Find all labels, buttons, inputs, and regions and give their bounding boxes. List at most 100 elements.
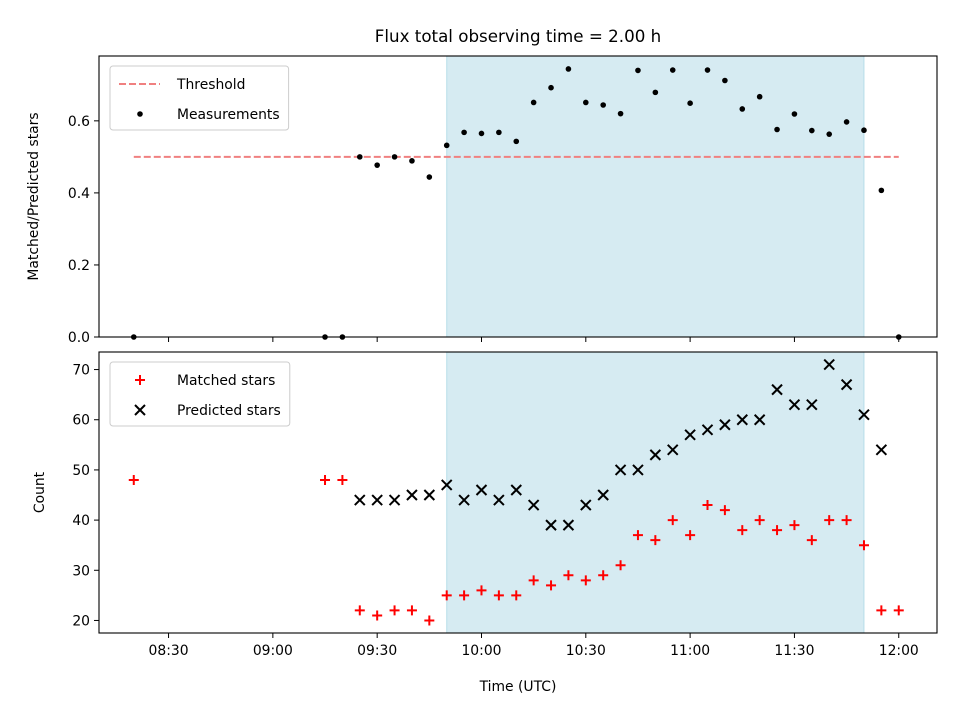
data-point [704, 67, 711, 73]
data-point [406, 605, 417, 616]
data-point [528, 575, 539, 586]
data-point [388, 494, 401, 506]
data-point [493, 590, 504, 601]
series-plus-counts [128, 474, 904, 626]
data-point [685, 530, 696, 541]
data-point [632, 464, 644, 476]
series-x-counts [354, 358, 888, 531]
data-point [600, 102, 606, 108]
data-point [458, 494, 470, 506]
data-point [841, 515, 852, 526]
data-point [511, 590, 522, 601]
y-tick-label: 30 [72, 563, 90, 579]
x-tick-label: 09:00 [253, 643, 293, 659]
y-tick-label: 0.4 [68, 186, 90, 202]
data-point [809, 127, 815, 134]
y-tick-label: 40 [72, 513, 90, 529]
data-point [843, 119, 850, 125]
data-point [737, 525, 748, 536]
data-point [424, 615, 435, 626]
data-point [736, 414, 748, 426]
data-point [858, 409, 870, 421]
x-tick-label: 10:00 [461, 643, 501, 659]
data-point [823, 358, 835, 371]
y-tick-label: 50 [72, 463, 90, 479]
data-point [772, 525, 783, 536]
data-point [722, 77, 728, 84]
observing-window-ratio [446, 55, 865, 338]
data-point [861, 127, 867, 134]
y-axis-label-ratio: Matched/Predicted stars [26, 112, 42, 280]
data-point [667, 515, 678, 526]
plot-frame-ratio [98, 55, 938, 338]
data-point [548, 84, 554, 91]
data-point [583, 99, 589, 106]
data-point [649, 449, 662, 461]
data-point [478, 130, 485, 137]
legend-label: Threshold [176, 77, 245, 93]
data-point [530, 99, 537, 106]
x-tick-label: 11:00 [670, 643, 710, 659]
legend-counts: Matched stars Predicted stars [109, 361, 291, 427]
y-tick-label: 20 [72, 613, 90, 629]
data-point [580, 499, 592, 511]
data-point [878, 187, 885, 194]
data-point [614, 464, 627, 476]
data-point [650, 535, 661, 546]
data-point [391, 154, 398, 160]
observing-window-counts [446, 351, 865, 634]
data-point [426, 174, 433, 180]
data-point [876, 605, 887, 616]
data-point [406, 489, 418, 501]
data-point [546, 580, 557, 591]
data-point [719, 505, 730, 516]
panel-counts: 20 30 40 50 60 70 08:30 09:00 09:30 10:00 10:30 11:… [32, 351, 938, 659]
x-tick-label: 11:30 [774, 643, 814, 659]
x-tick-label: 12:00 [879, 643, 919, 659]
y-tick-label: 70 [72, 363, 90, 379]
data-point [128, 474, 139, 485]
data-point [754, 515, 765, 526]
legend-swatch [135, 375, 145, 385]
data-point [513, 138, 520, 145]
data-point [372, 610, 383, 621]
data-point [461, 129, 467, 136]
series-dot-ratio [130, 66, 902, 340]
data-point [374, 162, 380, 168]
data-point [771, 383, 783, 396]
data-point [563, 570, 574, 581]
data-point [667, 444, 679, 456]
data-point [337, 474, 348, 485]
data-point [615, 560, 626, 571]
data-point [875, 444, 888, 456]
legend-label: Predicted stars [177, 403, 281, 419]
data-point [788, 398, 801, 411]
data-point [409, 158, 415, 164]
data-point [475, 484, 488, 496]
x-tick-label: 08:30 [149, 643, 189, 659]
data-point [441, 590, 452, 601]
y-tick-label: 0.0 [68, 330, 90, 346]
x-tick-label: 10:30 [566, 643, 606, 659]
data-point [702, 500, 713, 511]
chart-title: Flux total observing time = 2.00 h [375, 26, 661, 46]
data-point [635, 67, 641, 74]
data-point [562, 519, 575, 531]
data-point [617, 110, 624, 117]
legend-box [109, 65, 290, 131]
data-point [510, 484, 522, 496]
data-point [565, 66, 572, 72]
y-tick-label: 60 [72, 413, 90, 429]
data-point [687, 100, 693, 106]
data-point [701, 424, 714, 436]
y-tick-label: 0.6 [68, 114, 90, 130]
data-point [774, 126, 780, 133]
plot-frame-counts [98, 351, 938, 634]
data-point [527, 499, 540, 511]
data-point [441, 479, 453, 491]
data-point [496, 129, 502, 136]
data-point [840, 378, 853, 391]
data-point [423, 489, 436, 501]
data-point [756, 93, 763, 100]
